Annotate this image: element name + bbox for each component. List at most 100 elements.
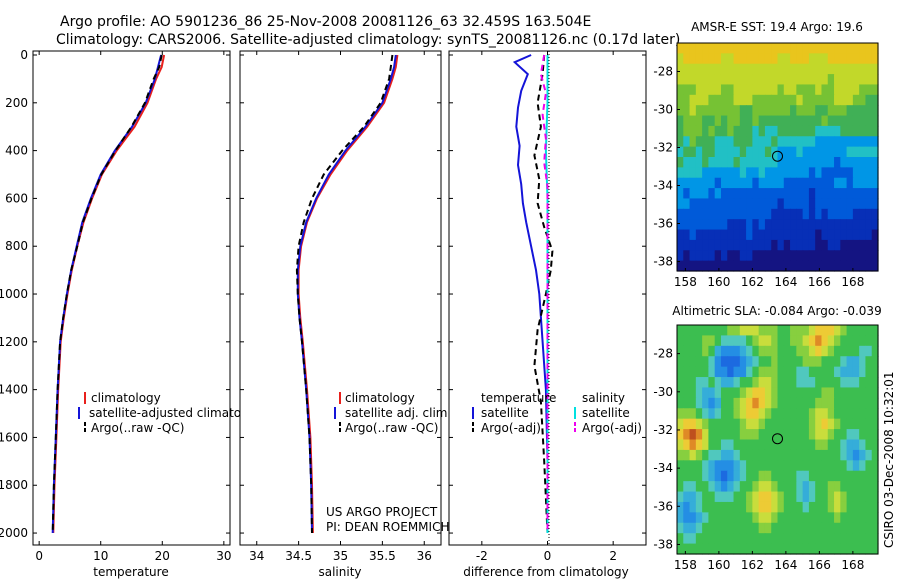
map-cell xyxy=(852,94,860,106)
map-cell xyxy=(708,533,716,545)
map-cell xyxy=(720,177,728,189)
map-cell xyxy=(727,84,735,96)
map-cell xyxy=(865,418,873,430)
map-cell xyxy=(720,188,728,200)
map-cell xyxy=(802,449,810,461)
map-cell xyxy=(727,53,735,65)
map-cell xyxy=(746,177,753,189)
map-cell xyxy=(790,533,797,545)
map-cell xyxy=(821,167,829,179)
legend-climatology-label: climatology xyxy=(91,391,161,405)
map-cell xyxy=(865,136,873,148)
map-cell xyxy=(802,325,810,337)
map-cell xyxy=(739,460,747,472)
map-cell xyxy=(771,188,779,200)
map-cell xyxy=(733,84,741,96)
map-cell xyxy=(702,115,710,127)
map-cell xyxy=(695,377,703,389)
map-cell xyxy=(727,470,735,482)
map-cell xyxy=(752,429,760,441)
map-cell xyxy=(834,377,841,389)
map-cell xyxy=(871,408,879,420)
map-cell xyxy=(871,229,879,241)
map-cell xyxy=(815,84,823,96)
map-cell xyxy=(840,43,848,54)
map-cell xyxy=(834,439,841,451)
map-cell xyxy=(771,501,779,513)
map-cell xyxy=(702,460,710,472)
map-cell xyxy=(802,460,810,472)
lon-tick-label: 160 xyxy=(707,558,730,572)
map-cell xyxy=(764,481,772,493)
map-cell xyxy=(739,53,747,65)
map-cell xyxy=(834,429,841,441)
map-cell xyxy=(815,418,823,430)
map-cell xyxy=(815,43,823,54)
map-cell xyxy=(834,229,841,241)
map-cell xyxy=(720,125,728,137)
map-cell xyxy=(683,345,691,357)
map-cell xyxy=(802,522,810,534)
map-cell xyxy=(695,177,703,189)
map-cell xyxy=(821,84,829,96)
map-cell xyxy=(720,219,728,231)
map-cell xyxy=(808,501,816,513)
map-cell xyxy=(727,543,735,555)
map-cell xyxy=(758,522,766,534)
map-cell xyxy=(708,94,716,106)
map-cell xyxy=(821,325,829,337)
map-cell xyxy=(733,429,741,441)
map-cell xyxy=(764,250,772,262)
map-cell xyxy=(852,250,860,262)
map-cell xyxy=(695,470,703,482)
map-cell xyxy=(808,429,816,441)
map-cell xyxy=(720,115,728,127)
legend-satellite-label: satellite-adjusted climatolog xyxy=(89,406,259,420)
map-cell xyxy=(852,125,860,137)
map-cell xyxy=(739,366,747,378)
map-cell xyxy=(808,377,816,389)
map-cell xyxy=(852,325,860,337)
map-cell xyxy=(720,533,728,545)
map-cell xyxy=(865,460,873,472)
map-cell xyxy=(714,53,722,65)
map-cell xyxy=(746,74,753,86)
map-cell xyxy=(689,94,697,106)
map-cell xyxy=(865,408,873,420)
legend-satellite-label: satellite adj. clim. xyxy=(345,406,451,420)
map-cell xyxy=(790,198,797,210)
map-cell xyxy=(714,335,722,347)
map-cell xyxy=(846,74,854,86)
map-cell xyxy=(859,366,867,378)
map-cell xyxy=(852,449,860,461)
map-cell xyxy=(859,377,867,389)
map-cell xyxy=(846,345,854,357)
map-cell xyxy=(852,470,860,482)
map-cell xyxy=(808,177,816,189)
lat-tick-label: -28 xyxy=(653,65,673,79)
map-cell xyxy=(808,460,816,472)
map-cell xyxy=(720,167,728,179)
map-cell xyxy=(746,43,753,54)
map-cell xyxy=(808,146,816,158)
map-cell xyxy=(752,470,760,482)
x-tick-label: 20 xyxy=(155,549,170,563)
map-cell xyxy=(733,208,741,220)
map-cell xyxy=(796,512,804,524)
map-cell xyxy=(739,136,747,148)
legend-argo-label: Argo(..raw -QC) xyxy=(345,421,438,435)
difference-xlabel: difference from climatology xyxy=(463,565,629,579)
map-cell xyxy=(846,105,854,117)
map-cell xyxy=(695,533,703,545)
map-cell xyxy=(677,198,684,210)
map-cell xyxy=(827,439,835,451)
map-cell xyxy=(746,63,753,75)
map-cell xyxy=(739,43,747,54)
map-cell xyxy=(702,177,710,189)
map-cell xyxy=(859,397,867,409)
map-cell xyxy=(683,198,691,210)
map-cell xyxy=(796,146,804,158)
map-cell xyxy=(733,53,741,65)
map-cell xyxy=(821,74,829,86)
map-cell xyxy=(689,418,697,430)
